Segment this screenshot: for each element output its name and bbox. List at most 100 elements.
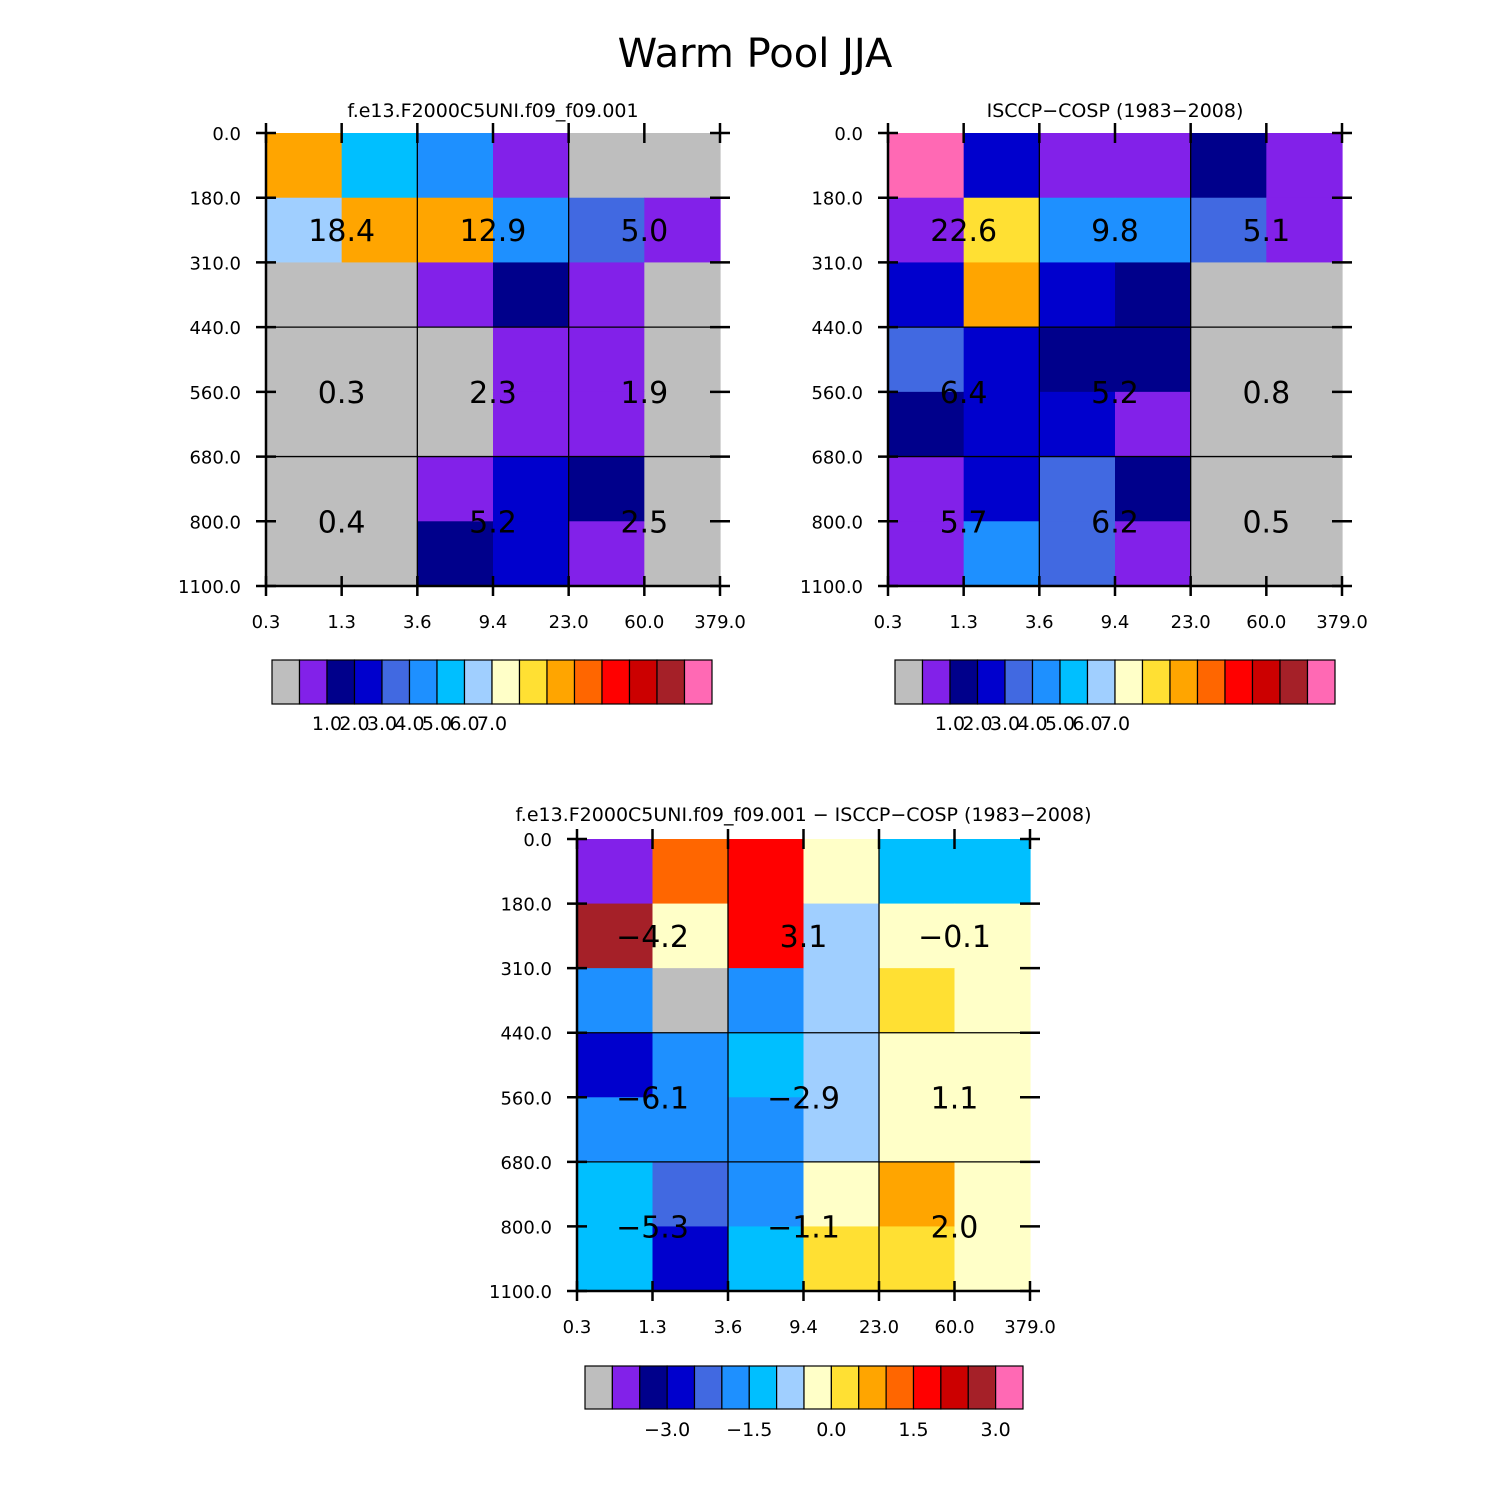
heatmap-cell	[652, 1161, 729, 1228]
colorbar-box	[601, 659, 631, 705]
colorbar-box	[995, 1365, 1024, 1410]
heatmap-cell	[568, 327, 645, 393]
colorbar: 1.02.03.04.05.06.07.0	[271, 659, 713, 735]
heatmap-cell	[1115, 456, 1192, 522]
heatmap-cell	[652, 903, 729, 969]
y-tick-label: 680.0	[811, 448, 863, 469]
heatmap-cell	[1039, 456, 1116, 522]
colorbar-box	[1114, 659, 1144, 705]
heatmap-cell	[417, 262, 494, 328]
heatmap-cell	[652, 839, 729, 905]
heatmap-cell	[963, 327, 1040, 393]
colorbar-label: 6.0	[449, 713, 479, 735]
panel-title: ISCCP−COSP (1983−2008)	[987, 100, 1244, 122]
y-tick-label: 440.0	[811, 318, 863, 339]
heatmap-cell	[417, 327, 494, 393]
y-tick-label: 180.0	[811, 189, 863, 210]
heatmap-cell	[888, 133, 965, 199]
group-value-label: 1.1	[931, 1081, 979, 1116]
colorbar: −3.0 −1.5 0.0 1.5 3.0	[584, 1365, 1024, 1441]
heatmap-cell	[1266, 262, 1343, 328]
group-value-label: 18.4	[308, 214, 375, 249]
heatmap-cell	[1190, 133, 1267, 199]
heatmap-cell	[493, 262, 570, 328]
colorbar-label: 5.0	[1045, 713, 1075, 735]
heatmap-cell	[652, 1097, 729, 1163]
y-tick-label: 1100.0	[800, 577, 863, 598]
colorbar-label: 4.0	[394, 713, 424, 735]
colorbar-box	[584, 1365, 613, 1410]
y-tick-label: 800.0	[500, 1217, 552, 1238]
heatmap-cell	[1039, 262, 1116, 328]
heatmap-cell	[1115, 262, 1192, 328]
colorbar-label: 3.0	[367, 713, 397, 735]
heatmap-cell	[266, 391, 343, 458]
colorbar-box	[1251, 659, 1281, 705]
heatmap-cell	[1115, 133, 1192, 199]
group-value-label: 6.4	[940, 376, 988, 411]
colorbar-box	[693, 1365, 723, 1410]
heatmap-cell	[888, 391, 965, 458]
y-tick-label: 0.0	[212, 124, 241, 145]
colorbar-box	[408, 659, 438, 705]
y-tick-label: 180.0	[500, 895, 552, 916]
group-value-label: 9.8	[1091, 214, 1139, 249]
heatmap-cell	[1115, 327, 1192, 393]
heatmap-cell	[341, 456, 418, 522]
y-tick-label: 440.0	[189, 318, 241, 339]
y-tick-label: 560.0	[189, 383, 241, 404]
colorbar-box	[546, 659, 576, 705]
heatmap-cell	[954, 903, 1031, 969]
heatmap-cell	[577, 968, 654, 1034]
group-value-label: 5.2	[1091, 376, 1139, 411]
colorbar-box	[639, 1365, 668, 1410]
heatmap-cell	[963, 391, 1040, 458]
heatmap-cell	[493, 456, 570, 522]
heatmap-cell	[568, 391, 645, 458]
heatmap-cell	[493, 521, 570, 587]
heatmap-cell	[577, 839, 654, 905]
heatmap-cell	[954, 1032, 1031, 1098]
colorbar-box	[463, 659, 493, 705]
x-tick-label: 1.3	[327, 612, 356, 633]
x-tick-label: 60.0	[624, 612, 664, 633]
colorbar-box	[1031, 659, 1061, 705]
group-value-label: 12.9	[460, 214, 527, 249]
x-tick-label: 379.0	[1004, 1317, 1056, 1338]
colorbar-box	[858, 1365, 887, 1410]
heatmap-panel: f.e13.F2000C5UNI.f09_f09.001 − ISCCP−COS…	[489, 804, 1091, 1441]
group-value-label: 0.3	[318, 376, 366, 411]
panel-title: f.e13.F2000C5UNI.f09_f09.001	[347, 100, 638, 122]
heatmap-cell	[803, 1161, 880, 1228]
colorbar-box	[436, 659, 466, 705]
heatmap-cell	[879, 968, 956, 1034]
heatmap-cell	[644, 391, 721, 458]
x-tick-label: 379.0	[1316, 612, 1368, 633]
heatmap-cell	[341, 133, 418, 199]
colorbar-box	[656, 659, 686, 705]
heatmap-cell	[963, 197, 1040, 264]
colorbar-label: 2.0	[339, 713, 369, 735]
heatmap-cell	[568, 521, 645, 587]
y-tick-label: 180.0	[189, 189, 241, 210]
heatmap-cell	[341, 521, 418, 587]
heatmap-cell	[266, 327, 343, 393]
heatmap-cell	[266, 456, 343, 522]
heatmap-cell	[266, 133, 343, 199]
panels: f.e13.F2000C5UNI.f09_f09.001 0.0 180.0 310.…	[178, 100, 1368, 1441]
x-tick-label: 3.6	[403, 612, 432, 633]
heatmap-cell	[954, 839, 1031, 905]
heatmap-cell	[954, 968, 1031, 1034]
colorbar-label: 3.0	[981, 1419, 1011, 1441]
y-tick-label: 0.0	[523, 830, 552, 851]
group-value-label: 0.4	[318, 505, 366, 540]
group-value-label: 5.7	[940, 505, 988, 540]
group-value-label: 2.3	[469, 376, 517, 411]
colorbar-box	[949, 659, 979, 705]
heatmap-cell	[1190, 262, 1267, 328]
y-tick-label: 1100.0	[178, 577, 241, 598]
heatmap-cell	[879, 1226, 956, 1292]
heatmap-cell	[568, 262, 645, 328]
y-tick-label: 0.0	[834, 124, 863, 145]
colorbar-box	[271, 659, 301, 705]
